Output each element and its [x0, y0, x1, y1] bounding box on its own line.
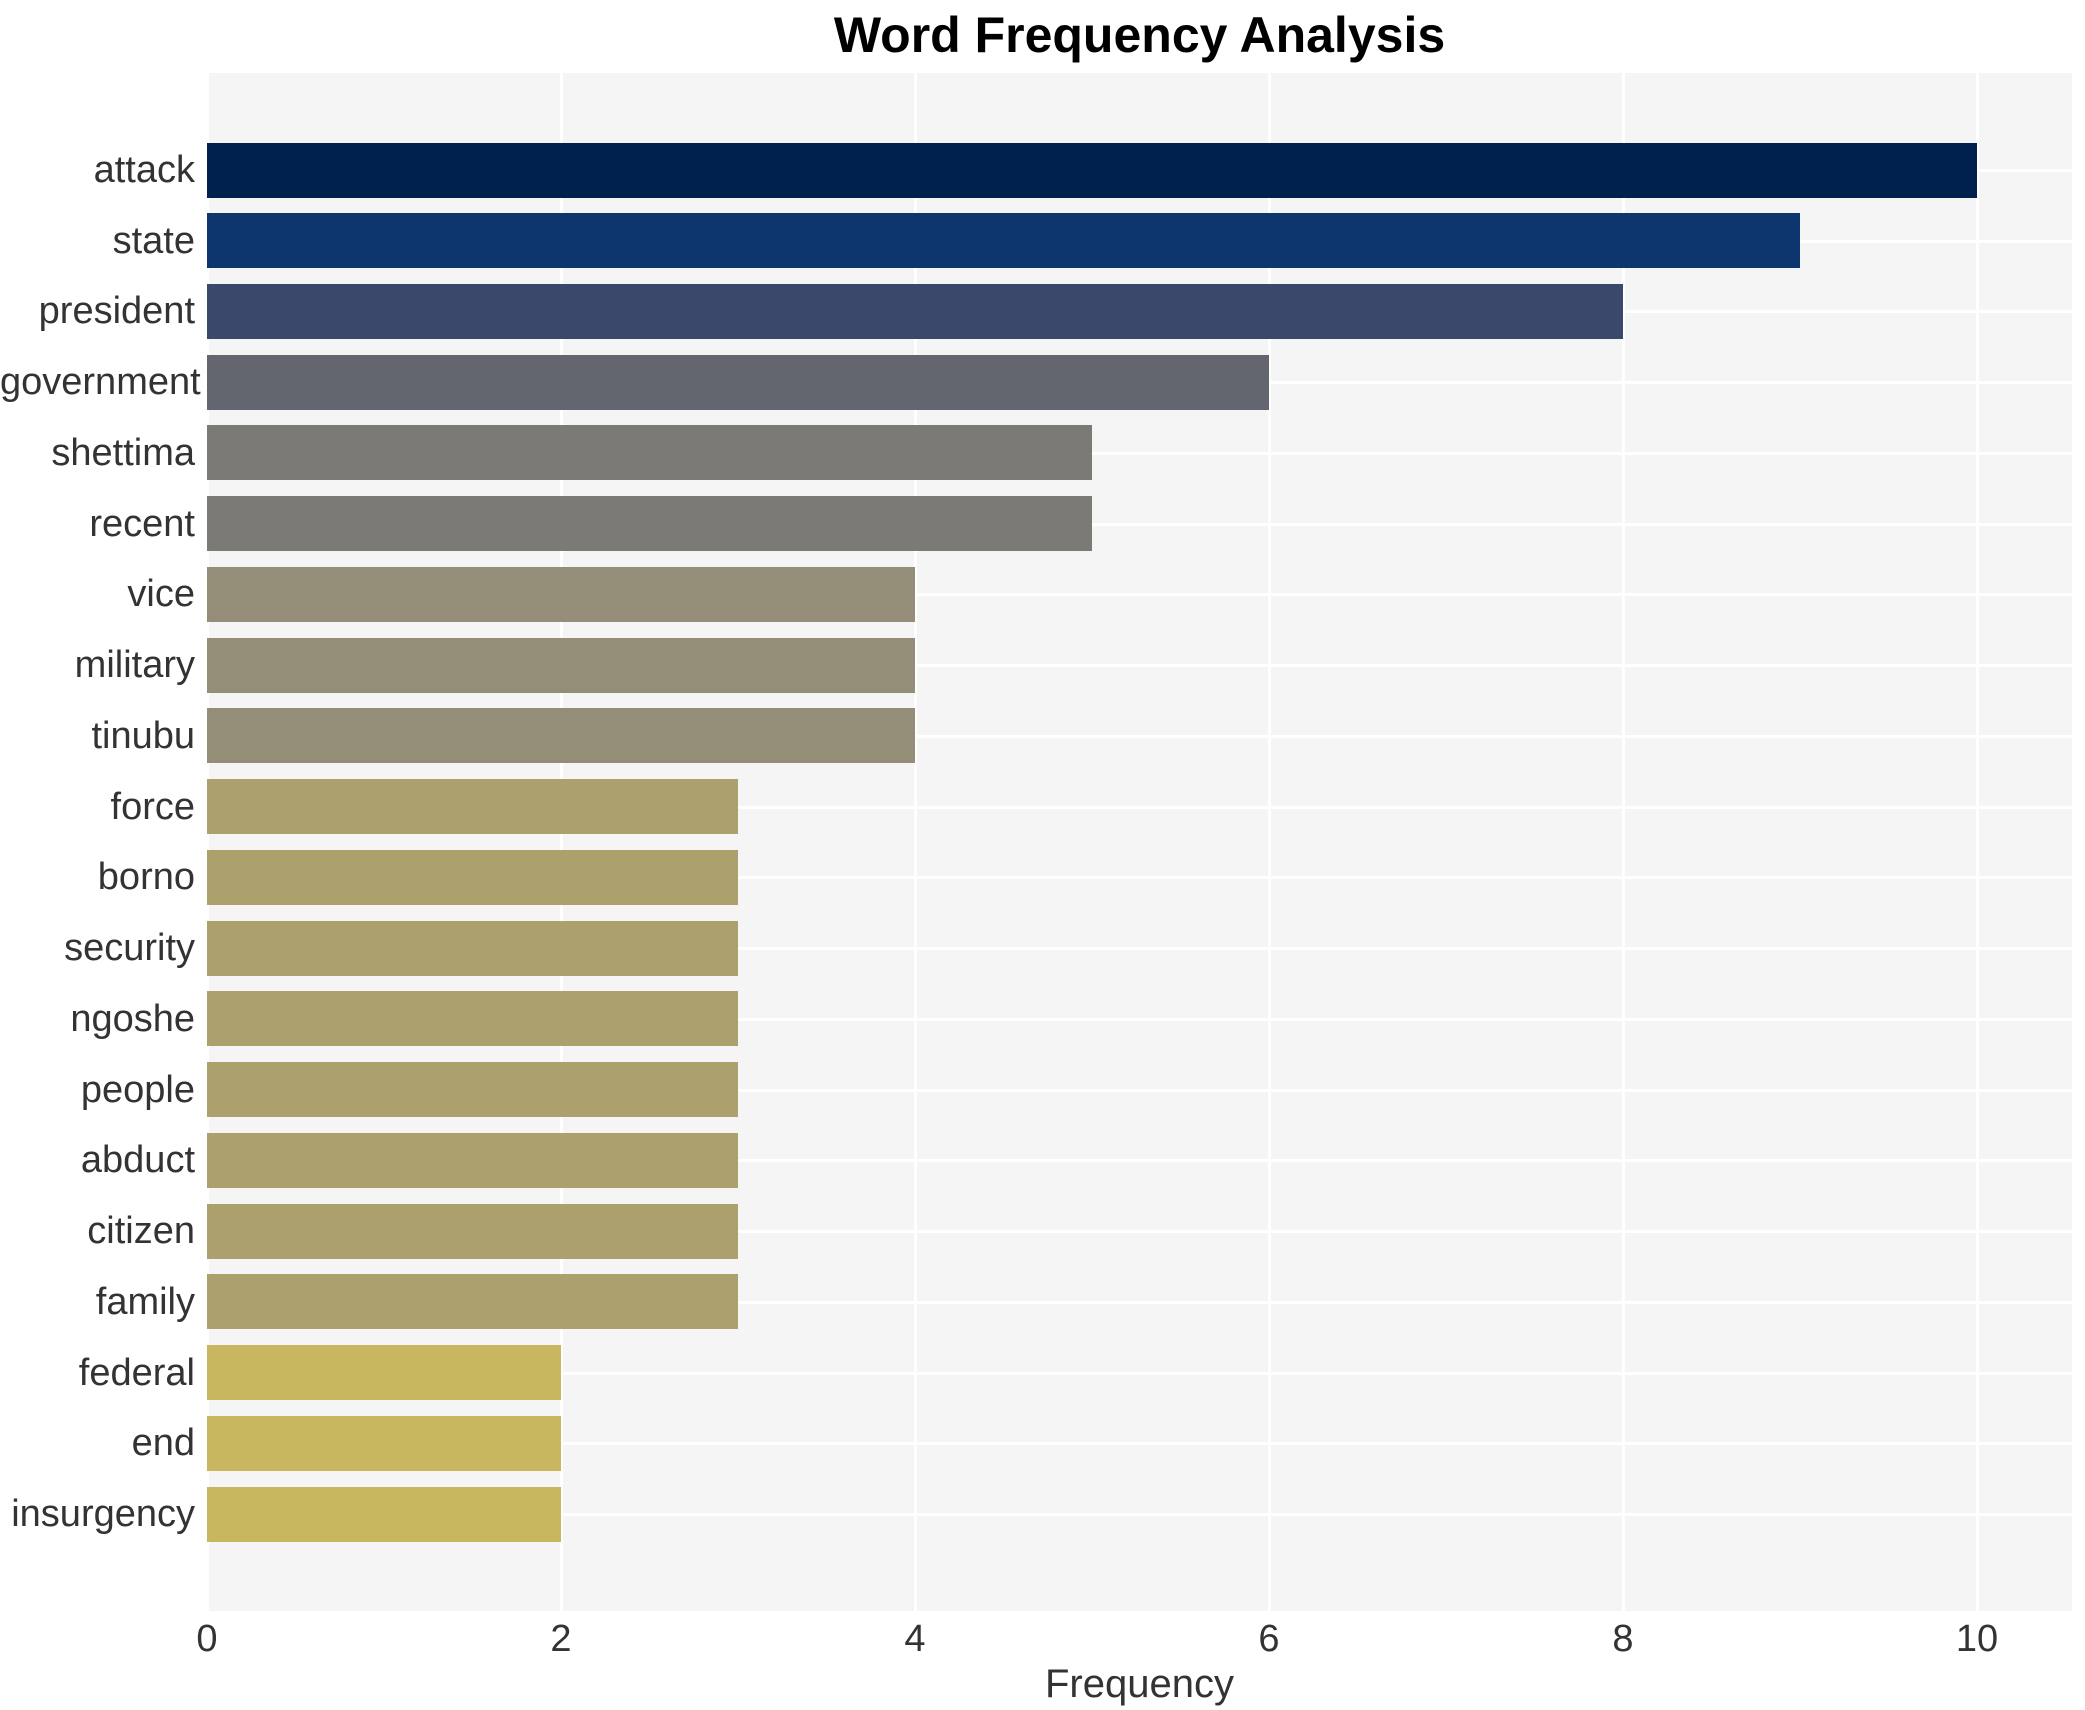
x-axis-title: Frequency [1045, 1662, 1234, 1706]
gridline-vertical [1268, 73, 1271, 1611]
bar-security [207, 920, 738, 976]
gridline-horizontal [207, 593, 2072, 597]
gridline-horizontal [207, 1088, 2072, 1092]
y-axis-label: shettima [51, 431, 195, 474]
y-axis-label: insurgency [11, 1493, 195, 1536]
y-axis-label: people [80, 1068, 195, 1111]
y-axis-label: force [110, 785, 195, 828]
y-axis-label: attack [93, 149, 195, 191]
gridline-horizontal [207, 805, 2072, 809]
bar-people [207, 1062, 738, 1118]
y-axis-label: president [38, 290, 195, 333]
y-axis-label: state [112, 219, 195, 262]
bar-president [207, 283, 1623, 339]
bar-government [207, 354, 1269, 410]
bar-state [207, 213, 1800, 269]
y-axis-label: government [0, 361, 201, 404]
bar-citizen [207, 1203, 738, 1259]
gridline-horizontal [207, 1159, 2072, 1163]
gridline-horizontal [207, 664, 2072, 668]
gridline-vertical [206, 73, 209, 1611]
gridline-horizontal [207, 522, 2072, 526]
gridline-horizontal [207, 1230, 2072, 1234]
y-axis-label: citizen [87, 1210, 195, 1253]
bar-tinubu [207, 708, 915, 764]
y-axis-label: recent [89, 502, 195, 545]
bar-insurgency [207, 1486, 561, 1542]
bar-borno [207, 849, 738, 905]
gridline-horizontal [207, 947, 2072, 951]
gridline-vertical [1622, 73, 1625, 1611]
y-axis-label: federal [78, 1351, 195, 1394]
gridline-horizontal [207, 1017, 2072, 1021]
bar-attack [207, 142, 1977, 198]
gridline-horizontal [207, 734, 2072, 738]
x-tick-label: 0 [196, 1618, 218, 1660]
chart-title: Word Frequency Analysis [833, 7, 1446, 63]
y-axis-label: family [95, 1280, 195, 1323]
x-tick-label: 4 [904, 1618, 926, 1660]
x-tick-label: 8 [1612, 1618, 1634, 1660]
bar-ngoshe [207, 991, 738, 1047]
x-tick-label: 6 [1258, 1618, 1280, 1660]
gridline-horizontal [207, 876, 2072, 880]
y-axis-labels: attack state president government shettima re… [0, 73, 201, 1611]
bar-military [207, 637, 915, 693]
bar-force [207, 779, 738, 835]
x-tick-label: 10 [1955, 1618, 1999, 1660]
gridline-horizontal [207, 1300, 2072, 1304]
y-axis-label: military [74, 644, 195, 687]
gridline-horizontal [207, 451, 2072, 455]
y-axis-label: security [64, 927, 195, 970]
bar-vice [207, 566, 915, 622]
x-axis-ticks: 0 2 4 6 8 10 [196, 1618, 2072, 1664]
bar-family [207, 1274, 738, 1330]
x-tick-label: 2 [550, 1618, 572, 1660]
gridline-horizontal [207, 1442, 2072, 1446]
gridline-horizontal [207, 1371, 2072, 1375]
y-axis-label: abduct [80, 1139, 195, 1182]
y-axis-label: vice [127, 573, 195, 616]
gridline-vertical [560, 73, 563, 1611]
y-axis-label: tinubu [91, 714, 195, 757]
plot-area [206, 73, 2072, 1611]
bar-end [207, 1415, 561, 1471]
y-axis-label: end [131, 1422, 195, 1465]
gridline-horizontal [207, 1513, 2072, 1517]
y-axis-label: ngoshe [70, 997, 195, 1040]
y-axis-label: borno [97, 856, 195, 899]
gridline-vertical [1976, 73, 1979, 1611]
bar-shettima [207, 425, 1092, 481]
bar-federal [207, 1345, 561, 1401]
bar-abduct [207, 1132, 738, 1188]
gridline-vertical [914, 73, 917, 1611]
bar-recent [207, 496, 1092, 552]
